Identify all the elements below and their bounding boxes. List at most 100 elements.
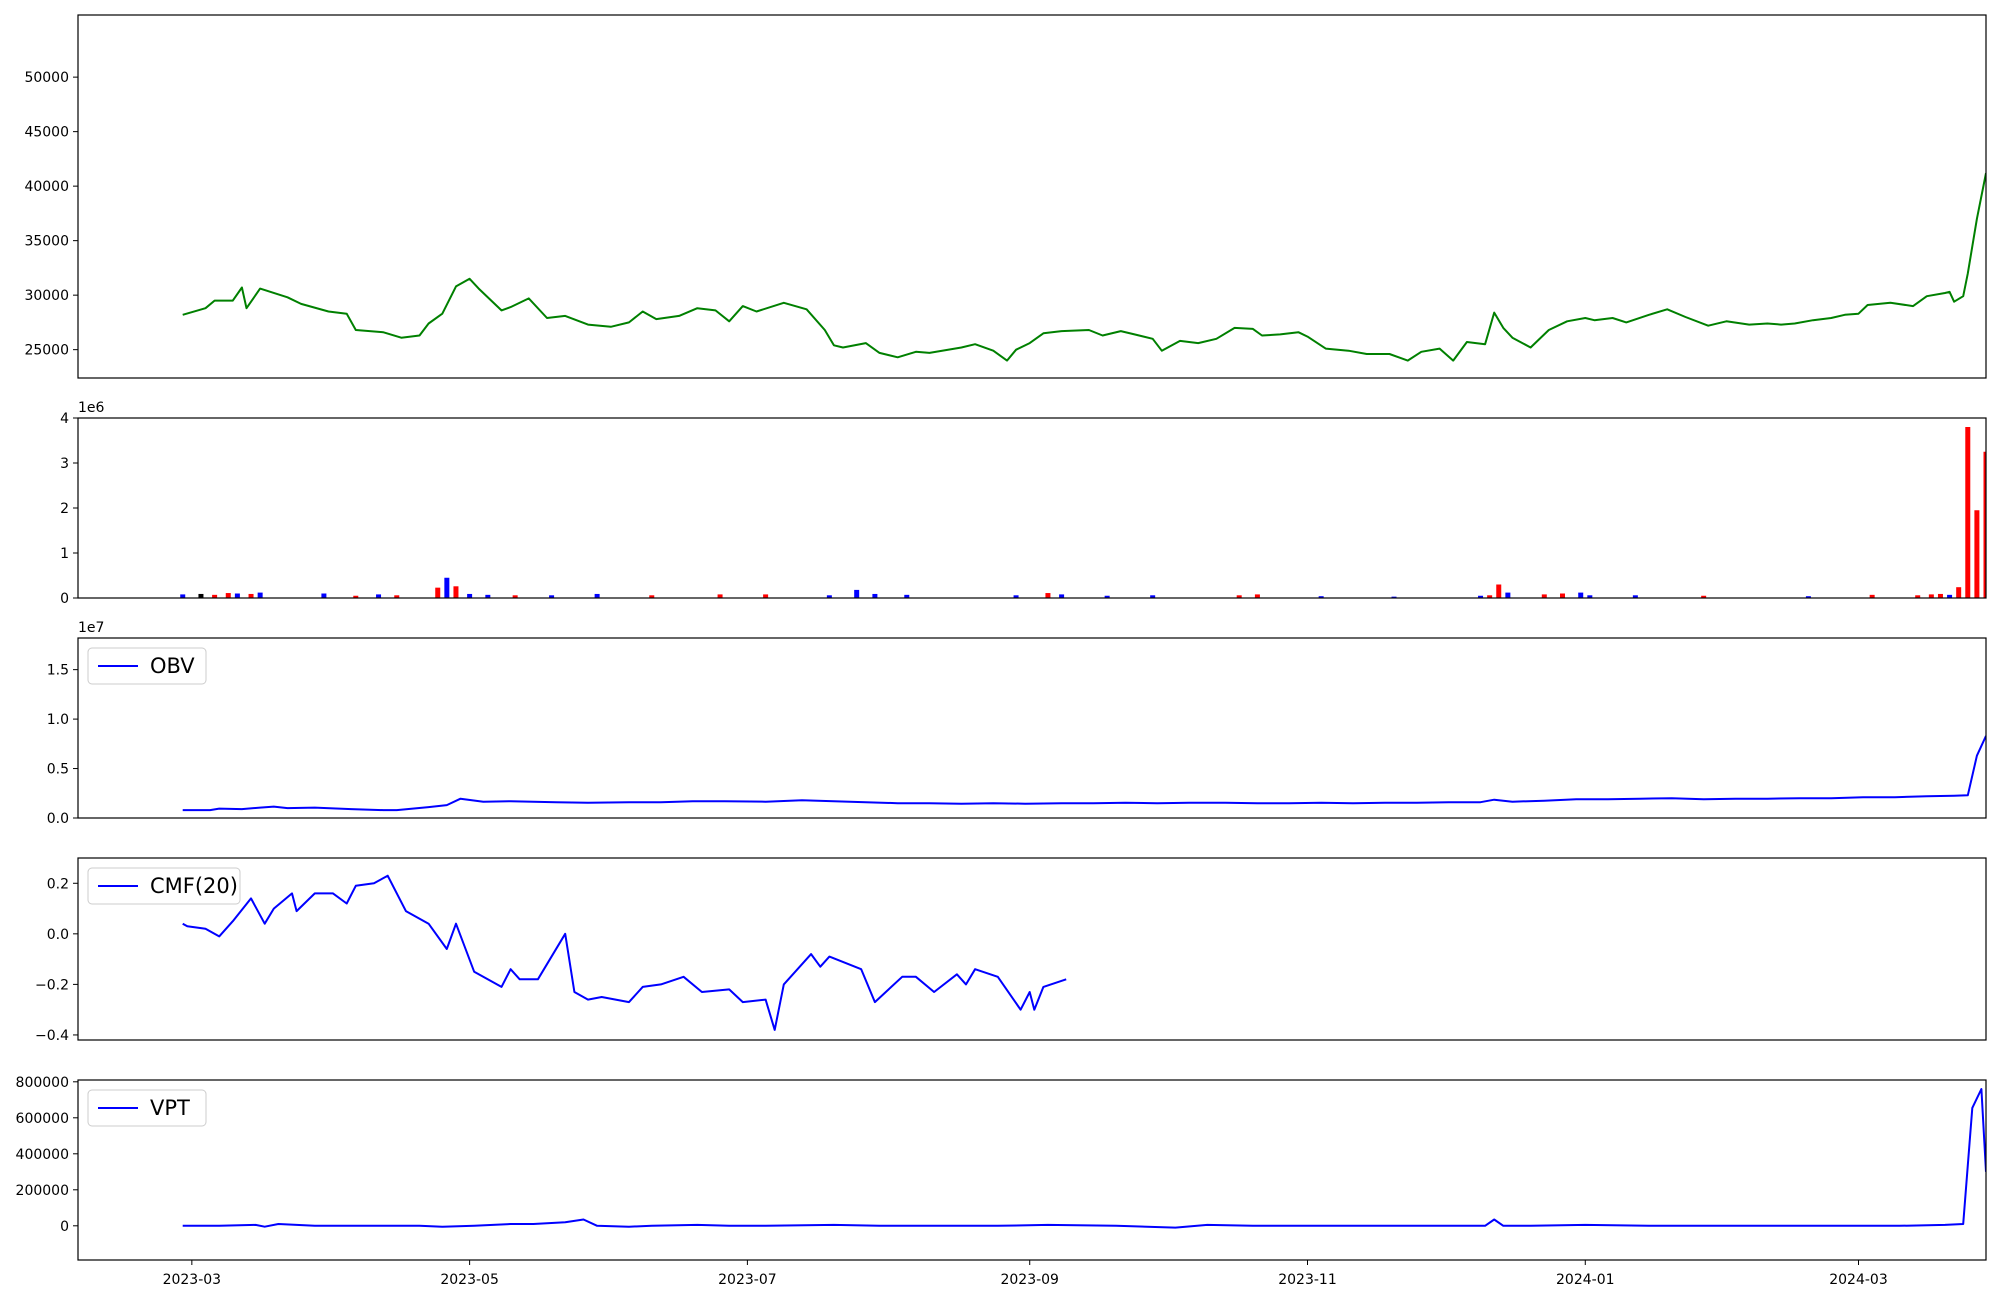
y-offset-label: 1e6 xyxy=(78,400,105,416)
volume-bar xyxy=(1254,594,1260,598)
plot-area xyxy=(180,427,1986,598)
y-tick-label: 0.0 xyxy=(47,811,69,827)
y-tick-label: 0 xyxy=(60,591,69,607)
volume-bar xyxy=(1560,593,1566,598)
volume-bar xyxy=(1965,427,1971,598)
obv-line xyxy=(182,735,1986,812)
y-tick-label: 25000 xyxy=(24,343,69,359)
x-tick-label: 2023-03 xyxy=(163,1272,222,1288)
panel-frame xyxy=(77,637,1987,819)
x-tick-label: 2024-03 xyxy=(1829,1272,1888,1288)
plot-area xyxy=(182,735,1986,812)
y-tick-label: 1.0 xyxy=(47,712,69,728)
legend-label: VPT xyxy=(150,1096,190,1120)
volume-bar xyxy=(763,594,769,598)
volume-bar xyxy=(1632,595,1638,598)
volume-bar xyxy=(394,595,400,598)
y-tick-label: 4 xyxy=(60,411,69,427)
volume-bar xyxy=(1947,594,1953,598)
panel-frame xyxy=(77,417,1987,599)
x-tick-label: 2023-05 xyxy=(440,1272,499,1288)
volume-bar xyxy=(1928,594,1934,598)
volume-bar xyxy=(257,592,263,598)
legend-box xyxy=(87,647,207,685)
volume-bar xyxy=(1318,596,1324,598)
volume-bar xyxy=(1236,595,1242,598)
volume-bar xyxy=(467,593,473,598)
volume-bar xyxy=(321,593,327,598)
y-tick-label: 0 xyxy=(60,1219,69,1235)
y-tick-label: 0.0 xyxy=(47,927,69,943)
y-tick-label: 600000 xyxy=(16,1111,69,1127)
y-offset-label: 1e7 xyxy=(78,620,104,636)
volume-bar xyxy=(435,587,441,598)
panel-obv: 0.0 0.5 1.0 1.5 1e7 OBV xyxy=(47,620,1987,827)
legend-box xyxy=(87,867,241,905)
volume-bar xyxy=(1104,595,1110,598)
volume-bar xyxy=(1496,584,1502,598)
x-tick-label: 2024-01 xyxy=(1556,1272,1615,1288)
volume-bar xyxy=(594,593,600,598)
y-tick-label: −0.2 xyxy=(35,977,69,993)
volume-bar xyxy=(1869,594,1875,598)
legend-label: CMF(20) xyxy=(150,874,238,898)
volume-bar xyxy=(1045,593,1051,598)
x-tick-label: 2023-09 xyxy=(1000,1272,1059,1288)
y-tick-label: 2 xyxy=(60,501,69,517)
y-tick-label: 30000 xyxy=(24,288,69,304)
volume-bar xyxy=(1541,594,1547,598)
y-tick-label: 800000 xyxy=(16,1075,69,1091)
y-tick-label: 40000 xyxy=(24,179,69,195)
y-tick-label: 35000 xyxy=(24,234,69,250)
cmf-20--line xyxy=(182,874,1067,1031)
volume-bar xyxy=(248,593,254,598)
panel-volume: 0 1 2 3 4 1e6 xyxy=(60,400,1987,607)
volume-bar xyxy=(1578,592,1584,598)
volume-bar xyxy=(1956,587,1962,598)
volume-bar xyxy=(1983,451,1986,598)
volume-bar xyxy=(1505,592,1511,598)
y-tick-label: 1 xyxy=(60,546,69,562)
volume-bar xyxy=(212,594,218,598)
volume-bar xyxy=(1587,595,1593,598)
volume-bar xyxy=(872,593,878,598)
plot-area xyxy=(182,874,1067,1031)
y-tick-label: 0.2 xyxy=(47,876,69,892)
volume-bar xyxy=(549,595,555,598)
volume-bar xyxy=(1701,595,1707,598)
volume-bar xyxy=(1059,594,1065,598)
plot-area xyxy=(182,172,1986,362)
volume-bar xyxy=(649,595,655,598)
volume-bar xyxy=(1487,595,1493,598)
y-tick-label: 400000 xyxy=(16,1147,69,1163)
volume-bar xyxy=(1391,596,1397,598)
panel-cmf-20-: −0.4 −0.2 0.0 0.2 CMF(20) xyxy=(35,857,1987,1044)
y-tick-label: 45000 xyxy=(24,125,69,141)
y-tick-label: 50000 xyxy=(24,70,69,86)
chart-panels: 25000 30000 35000 40000 45000 50000 0 1 2 3 4 1e6 0.… xyxy=(16,14,1987,1288)
legend-box xyxy=(87,1089,207,1127)
volume-bar xyxy=(225,593,231,598)
panel-price: 25000 30000 35000 40000 45000 50000 xyxy=(24,14,1987,379)
panel-frame xyxy=(77,14,1987,379)
volume-bar xyxy=(1915,595,1921,598)
volume-bar xyxy=(1013,595,1019,598)
volume-bar xyxy=(1974,510,1980,598)
price-line xyxy=(182,172,1986,362)
volume-bar xyxy=(234,593,240,598)
volume-bar xyxy=(376,594,382,598)
volume-bar xyxy=(904,594,910,598)
x-tick-label: 2023-11 xyxy=(1278,1272,1337,1288)
volume-bar xyxy=(353,595,359,598)
volume-bar xyxy=(1478,595,1484,598)
panel-frame xyxy=(77,1079,1987,1261)
vpt-line xyxy=(182,1088,1986,1229)
x-tick-label: 2023-07 xyxy=(718,1272,777,1288)
volume-bar xyxy=(453,586,459,598)
volume-bar xyxy=(826,595,832,598)
volume-bar xyxy=(485,594,491,598)
y-tick-label: 0.5 xyxy=(47,762,69,778)
y-tick-label: 200000 xyxy=(16,1183,69,1199)
